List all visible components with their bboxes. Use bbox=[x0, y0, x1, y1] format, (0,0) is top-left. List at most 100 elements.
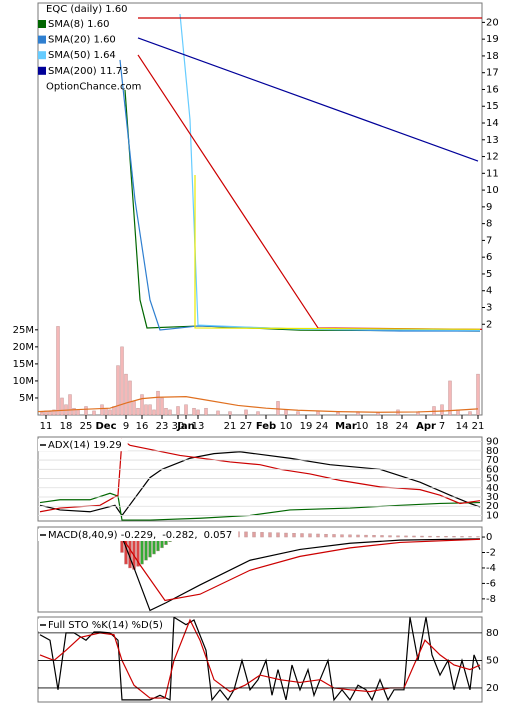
bar bbox=[144, 404, 148, 415]
x-tick-label: 24 bbox=[316, 421, 329, 432]
bar bbox=[452, 536, 456, 538]
price-frame bbox=[37, 2, 483, 416]
bar bbox=[196, 409, 200, 415]
bar bbox=[244, 409, 248, 415]
bar bbox=[388, 535, 392, 538]
bar bbox=[124, 373, 128, 415]
x-tick-label: 16 bbox=[136, 421, 149, 432]
y-tick-label: 50 bbox=[486, 474, 499, 485]
bar bbox=[296, 411, 300, 415]
series-line bbox=[121, 536, 481, 612]
bar bbox=[444, 536, 448, 538]
overlay-line bbox=[38, 395, 479, 413]
bar bbox=[108, 409, 112, 415]
legend-swatch bbox=[38, 20, 46, 28]
bar bbox=[228, 411, 232, 415]
panel bbox=[119, 13, 482, 332]
legend-background bbox=[38, 529, 239, 541]
x-tick-label: 19 bbox=[300, 421, 313, 432]
bar bbox=[120, 346, 124, 415]
series-line bbox=[39, 438, 481, 513]
y-tick-label: 4 bbox=[486, 286, 492, 297]
bar bbox=[192, 407, 196, 415]
legend-swatch bbox=[38, 66, 46, 75]
x-tick-label: 18 bbox=[60, 421, 73, 432]
x-tick-label: 9 bbox=[123, 421, 129, 432]
y-tick-label: 20 bbox=[486, 17, 499, 28]
y-tick-label: 13 bbox=[486, 135, 499, 146]
sto-frame bbox=[37, 616, 483, 703]
x-tick-label: 24 bbox=[396, 421, 409, 432]
bar bbox=[128, 536, 132, 569]
bar bbox=[40, 412, 44, 415]
bar bbox=[380, 535, 384, 538]
y-tick-label: 17 bbox=[486, 68, 499, 79]
bar bbox=[364, 534, 368, 538]
bar bbox=[128, 380, 132, 415]
annotation: OptionChance.com bbox=[46, 81, 141, 92]
series-line bbox=[39, 618, 481, 699]
x-tick-label: 18 bbox=[376, 421, 389, 432]
y-tick-label: 20 bbox=[486, 683, 499, 694]
bar bbox=[116, 365, 120, 415]
y-tick-label: 10M bbox=[13, 376, 34, 387]
bar bbox=[48, 411, 52, 415]
y-tick-label: 19 bbox=[486, 34, 499, 45]
bar bbox=[436, 535, 440, 538]
legend-title: EQC (daily) 1.60 bbox=[46, 4, 128, 15]
legend-label: Full STO %K(14) %D(5) bbox=[48, 620, 163, 631]
bar bbox=[324, 533, 328, 538]
bar bbox=[276, 532, 280, 538]
x-tick-label: 21 bbox=[224, 421, 237, 432]
x-tick-label: Mar bbox=[335, 421, 357, 432]
y-tick-label: -8 bbox=[486, 594, 496, 605]
legend-label: SMA(200) 11.73 bbox=[48, 66, 129, 77]
bar bbox=[148, 404, 152, 415]
bar bbox=[268, 532, 272, 538]
y-tick-label: 20M bbox=[13, 342, 34, 353]
bar bbox=[92, 410, 96, 415]
y-tick-label: 60 bbox=[486, 464, 499, 475]
series-line bbox=[39, 492, 481, 521]
bar bbox=[84, 406, 88, 415]
x-tick-label: Feb bbox=[256, 421, 276, 432]
series-line bbox=[119, 59, 480, 332]
bar bbox=[100, 404, 104, 415]
y-tick-label: 11 bbox=[486, 168, 499, 179]
macd-frame bbox=[37, 526, 483, 613]
series-line bbox=[194, 175, 481, 330]
bar bbox=[460, 536, 464, 538]
y-tick-label: 2 bbox=[486, 319, 492, 330]
series-line bbox=[39, 451, 481, 517]
panel bbox=[38, 326, 480, 415]
y-tick-label: 5 bbox=[486, 269, 492, 280]
y-tick-label: 10 bbox=[486, 510, 499, 521]
x-tick-label: 25 bbox=[80, 421, 93, 432]
y-tick-label: 6 bbox=[486, 252, 492, 263]
y-tick-label: 7 bbox=[486, 235, 492, 246]
y-tick-label: 5M bbox=[19, 393, 34, 404]
bar bbox=[372, 535, 376, 538]
legend-label: -0.282, bbox=[162, 530, 197, 541]
y-tick-label: 80 bbox=[486, 628, 499, 639]
bar bbox=[276, 401, 280, 415]
y-tick-label: 90 bbox=[486, 437, 499, 448]
y-tick-label: -6 bbox=[486, 578, 496, 589]
x-tick-label: Jan bbox=[176, 421, 195, 432]
bar bbox=[68, 394, 72, 415]
y-tick-label: 16 bbox=[486, 84, 499, 95]
panel bbox=[39, 438, 481, 521]
series-line bbox=[124, 89, 481, 332]
y-tick-label: 80 bbox=[486, 446, 499, 457]
adx-frame bbox=[37, 436, 483, 522]
legend-background bbox=[38, 619, 169, 631]
bar bbox=[136, 407, 140, 415]
legend-swatch bbox=[38, 35, 46, 44]
y-tick-label: 40 bbox=[486, 483, 499, 494]
x-tick-label: 14 bbox=[456, 421, 469, 432]
legend-background bbox=[38, 439, 128, 451]
y-tick-label: 10 bbox=[486, 185, 499, 196]
bar bbox=[468, 536, 472, 538]
bar bbox=[140, 394, 144, 415]
legend-label: SMA(8) 1.60 bbox=[48, 19, 109, 30]
